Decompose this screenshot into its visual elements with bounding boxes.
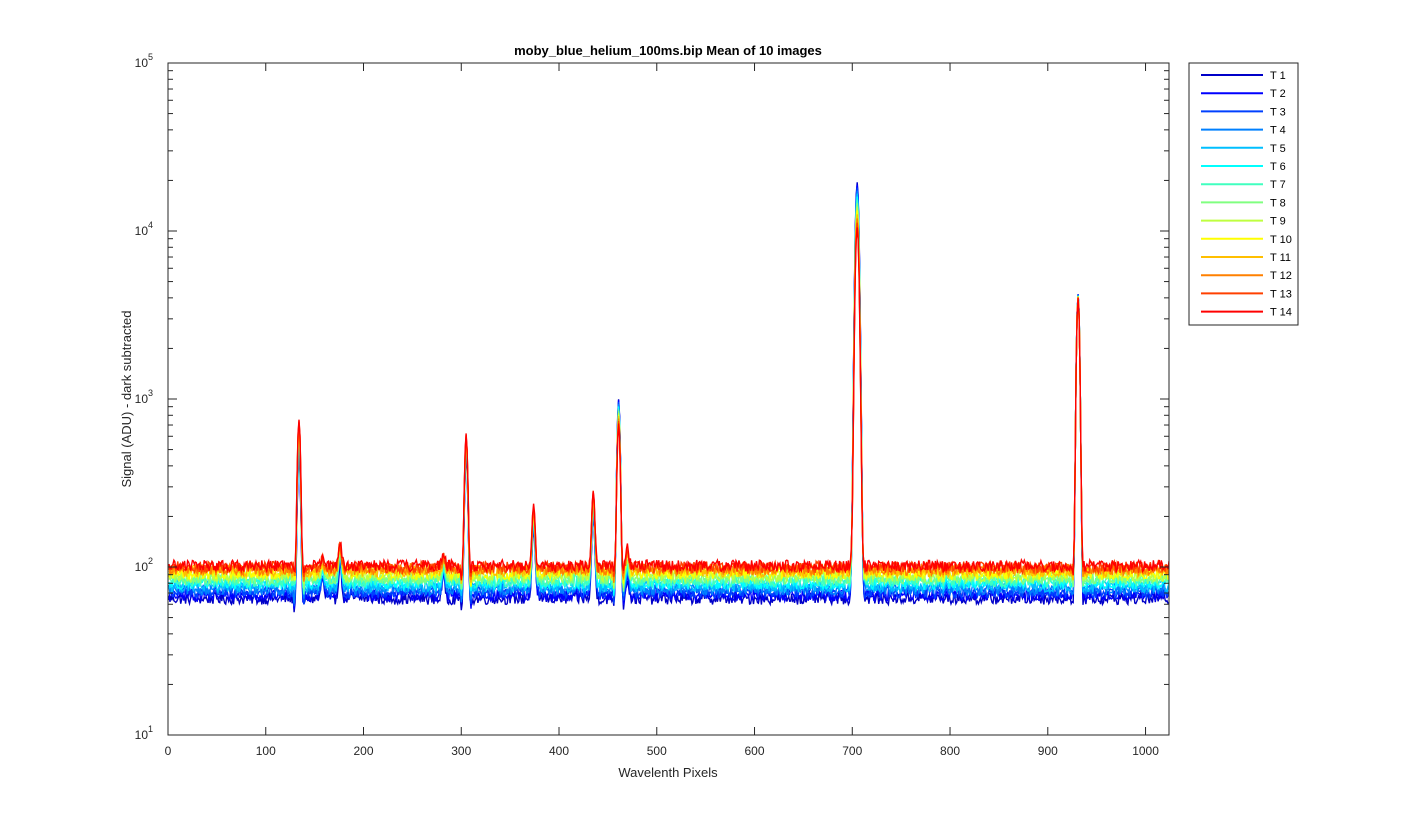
legend-item: T 12 — [1201, 270, 1292, 282]
legend-item: T 11 — [1201, 252, 1291, 264]
y-axis-label: Signal (ADU) - dark subtracted — [119, 310, 134, 487]
y-tick-label: 10 2 — [135, 556, 153, 574]
y-tick-base: 10 — [135, 392, 149, 406]
y-tick-exponent: 1 — [148, 724, 153, 734]
x-tick-label: 0 — [165, 744, 172, 758]
legend-label: T 14 — [1270, 307, 1292, 319]
legend-label: T 1 — [1270, 70, 1286, 82]
x-tick-label: 600 — [745, 744, 765, 758]
y-tick-base: 10 — [135, 224, 149, 238]
legend-item: T 10 — [1201, 234, 1292, 246]
chart-title: moby_blue_helium_100ms.bip Mean of 10 im… — [514, 43, 822, 58]
y-tick-label: 10 1 — [135, 724, 153, 742]
series-line-t3 — [168, 187, 1169, 607]
y-tick-exponent: 3 — [148, 388, 153, 398]
y-tick-exponent: 5 — [148, 52, 153, 62]
legend-item: T 5 — [1201, 143, 1286, 155]
y-tick-label: 10 5 — [135, 52, 153, 70]
y-tick-base: 10 — [135, 728, 149, 742]
legend-label: T 10 — [1270, 234, 1292, 246]
y-tick-label: 10 4 — [135, 220, 153, 238]
series-line-t2 — [168, 184, 1169, 610]
x-tick-label: 1000 — [1132, 744, 1159, 758]
plot-series-group — [168, 182, 1169, 613]
y-tick-exponent: 4 — [148, 220, 153, 230]
legend-item: T 7 — [1201, 179, 1286, 191]
x-tick-label: 200 — [353, 744, 373, 758]
legend-label: T 6 — [1270, 161, 1286, 173]
x-tick-label: 700 — [842, 744, 862, 758]
legend-label: T 11 — [1270, 252, 1291, 264]
legend-item: T 14 — [1201, 307, 1292, 319]
y-tick-label: 10 3 — [135, 388, 153, 406]
x-tick-label: 400 — [549, 744, 569, 758]
legend-item: T 4 — [1201, 125, 1286, 137]
legend-item: T 9 — [1201, 216, 1286, 228]
legend-label: T 5 — [1270, 143, 1286, 155]
legend-label: T 8 — [1270, 197, 1286, 209]
y-tick-base: 10 — [135, 560, 149, 574]
legend: T 1 T 2 T 3 T 4 T 5 T 6 T 7 T 8 T 9 T 10 T 11 T 12 T… — [1188, 62, 1299, 326]
legend-label: T 4 — [1270, 125, 1286, 137]
series-line-t14 — [168, 227, 1169, 581]
x-tick-label: 800 — [940, 744, 960, 758]
legend-label: T 3 — [1270, 106, 1286, 118]
x-tick-label: 500 — [647, 744, 667, 758]
legend-box — [1188, 62, 1299, 326]
x-tick-label: 100 — [256, 744, 276, 758]
legend-item: T 13 — [1201, 288, 1292, 300]
legend-label: T 9 — [1270, 216, 1286, 228]
legend-item: T 1 — [1201, 70, 1286, 82]
x-axis-ticks: 0 100 200 300 400 500 600 700 800 900 1000 — [165, 63, 1159, 758]
legend-label: T 7 — [1270, 179, 1286, 191]
legend-item: T 6 — [1201, 161, 1286, 173]
x-tick-label: 900 — [1038, 744, 1058, 758]
y-tick-base: 10 — [135, 56, 149, 70]
legend-item: T 8 — [1201, 197, 1286, 209]
x-tick-label: 300 — [451, 744, 471, 758]
y-tick-exponent: 2 — [148, 556, 153, 566]
x-axis-label: Wavelenth Pixels — [618, 765, 718, 780]
legend-item: T 2 — [1201, 88, 1286, 100]
legend-label: T 2 — [1270, 88, 1286, 100]
legend-label: T 12 — [1270, 270, 1292, 282]
legend-item: T 3 — [1201, 106, 1286, 118]
legend-label: T 13 — [1270, 288, 1292, 300]
